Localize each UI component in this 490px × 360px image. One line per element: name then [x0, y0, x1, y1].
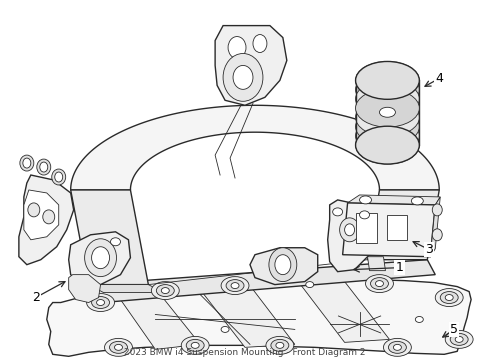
Ellipse shape	[366, 275, 393, 293]
Ellipse shape	[151, 282, 179, 300]
Polygon shape	[343, 203, 435, 257]
Ellipse shape	[275, 255, 291, 275]
Polygon shape	[19, 175, 74, 265]
Ellipse shape	[28, 203, 40, 217]
Ellipse shape	[412, 197, 423, 205]
Ellipse shape	[85, 239, 117, 276]
Ellipse shape	[356, 89, 419, 127]
Ellipse shape	[416, 316, 423, 323]
Ellipse shape	[393, 345, 401, 350]
Ellipse shape	[356, 117, 419, 155]
Ellipse shape	[40, 162, 48, 172]
Ellipse shape	[360, 196, 371, 204]
Ellipse shape	[440, 292, 458, 303]
Ellipse shape	[156, 285, 174, 297]
Polygon shape	[69, 232, 130, 285]
Text: 4: 4	[435, 72, 443, 85]
Polygon shape	[71, 105, 439, 190]
Ellipse shape	[181, 336, 209, 354]
Ellipse shape	[379, 107, 395, 117]
Ellipse shape	[20, 155, 34, 171]
Ellipse shape	[186, 339, 204, 351]
Polygon shape	[300, 282, 390, 342]
Ellipse shape	[356, 108, 419, 145]
Ellipse shape	[445, 294, 453, 301]
Ellipse shape	[271, 339, 289, 351]
Ellipse shape	[221, 327, 229, 332]
Ellipse shape	[52, 169, 66, 185]
Ellipse shape	[191, 342, 199, 348]
Polygon shape	[250, 248, 318, 285]
Ellipse shape	[231, 283, 239, 289]
Polygon shape	[121, 294, 200, 349]
Ellipse shape	[233, 66, 253, 89]
Ellipse shape	[435, 289, 463, 306]
Polygon shape	[69, 275, 100, 302]
Ellipse shape	[223, 54, 263, 101]
Ellipse shape	[23, 158, 31, 168]
Ellipse shape	[356, 98, 419, 136]
Text: 3: 3	[425, 243, 433, 256]
Polygon shape	[347, 195, 440, 205]
Ellipse shape	[340, 218, 360, 242]
Ellipse shape	[370, 278, 389, 289]
Ellipse shape	[356, 62, 419, 99]
Ellipse shape	[445, 330, 473, 348]
Ellipse shape	[356, 126, 419, 164]
Bar	[356, 213, 377, 243]
Ellipse shape	[356, 71, 419, 109]
Ellipse shape	[389, 341, 406, 353]
Ellipse shape	[228, 37, 246, 58]
Ellipse shape	[221, 276, 249, 294]
Ellipse shape	[375, 280, 384, 287]
Polygon shape	[24, 190, 59, 240]
Ellipse shape	[87, 293, 115, 311]
Text: 2023 BMW i4 Suspension Mounting - Front Diagram 2: 2023 BMW i4 Suspension Mounting - Front …	[124, 348, 366, 357]
Ellipse shape	[115, 345, 122, 350]
Ellipse shape	[432, 229, 442, 241]
Ellipse shape	[333, 208, 343, 216]
Ellipse shape	[253, 35, 267, 53]
Ellipse shape	[276, 342, 284, 348]
Ellipse shape	[450, 333, 468, 345]
Polygon shape	[368, 257, 386, 271]
Ellipse shape	[384, 338, 412, 356]
Ellipse shape	[356, 62, 419, 99]
Ellipse shape	[306, 282, 314, 288]
Polygon shape	[328, 200, 377, 272]
Ellipse shape	[104, 338, 132, 356]
Ellipse shape	[111, 238, 121, 246]
Ellipse shape	[92, 247, 110, 269]
Ellipse shape	[55, 172, 63, 182]
Ellipse shape	[455, 336, 463, 342]
Polygon shape	[200, 285, 295, 347]
Polygon shape	[47, 280, 471, 356]
Ellipse shape	[110, 341, 127, 353]
Bar	[388, 215, 407, 240]
Ellipse shape	[356, 80, 419, 118]
Ellipse shape	[92, 297, 110, 309]
Polygon shape	[89, 285, 163, 293]
Ellipse shape	[97, 300, 104, 306]
Text: 5: 5	[450, 323, 458, 336]
Polygon shape	[215, 26, 287, 105]
Ellipse shape	[161, 288, 169, 293]
Ellipse shape	[356, 126, 419, 164]
Ellipse shape	[432, 204, 442, 216]
Ellipse shape	[43, 210, 55, 224]
Polygon shape	[368, 190, 439, 260]
Ellipse shape	[360, 211, 369, 219]
Text: 2: 2	[32, 291, 40, 304]
Ellipse shape	[226, 280, 244, 292]
Ellipse shape	[269, 248, 297, 282]
Ellipse shape	[37, 159, 51, 175]
Polygon shape	[71, 190, 148, 285]
Ellipse shape	[266, 336, 294, 354]
Ellipse shape	[344, 224, 355, 236]
Polygon shape	[430, 197, 440, 257]
Text: 1: 1	[395, 261, 403, 274]
Polygon shape	[89, 260, 435, 302]
